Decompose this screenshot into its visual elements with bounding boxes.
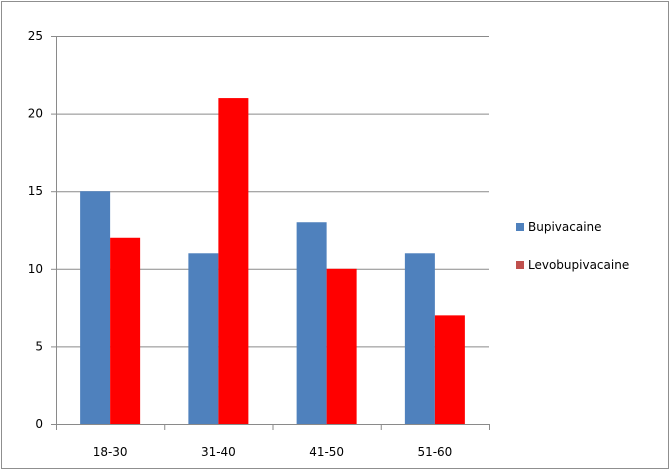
legend-swatch-levobupivacaine [516,261,524,269]
legend-swatch-bupivacaine [516,223,524,231]
y-tick-label: 20 [28,107,43,121]
legend-label-bupivacaine: Bupivacaine [528,220,602,234]
bar-levobupivacaine-18-30 [110,237,141,424]
bar-bupivacaine-18-30 [80,191,111,424]
axes [51,36,490,430]
x-tick-label: 51-60 [417,445,452,459]
y-tick-label: 15 [28,184,43,198]
x-tick-labels: 18-30 31-40 41-50 51-60 [93,445,453,459]
bars [80,98,465,424]
x-tick-label: 18-30 [93,445,128,459]
legend: Bupivacaine Levobupivacaine [516,220,629,272]
y-tick-label: 0 [35,417,43,431]
x-tick-label: 41-50 [309,445,344,459]
y-tick-label: 25 [28,29,43,43]
legend-label-levobupivacaine: Levobupivacaine [528,258,629,272]
y-tick-labels: 0 5 10 15 20 25 [28,29,43,431]
bar-bupivacaine-51-60 [404,253,435,424]
bar-levobupivacaine-41-50 [326,268,357,424]
y-tick-label: 10 [28,262,43,276]
bar-levobupivacaine-31-40 [218,98,249,424]
bar-bupivacaine-41-50 [296,222,327,424]
x-tick-label: 31-40 [201,445,236,459]
bar-levobupivacaine-51-60 [434,315,465,424]
bar-bupivacaine-31-40 [188,253,219,424]
y-tick-label: 5 [35,339,43,353]
